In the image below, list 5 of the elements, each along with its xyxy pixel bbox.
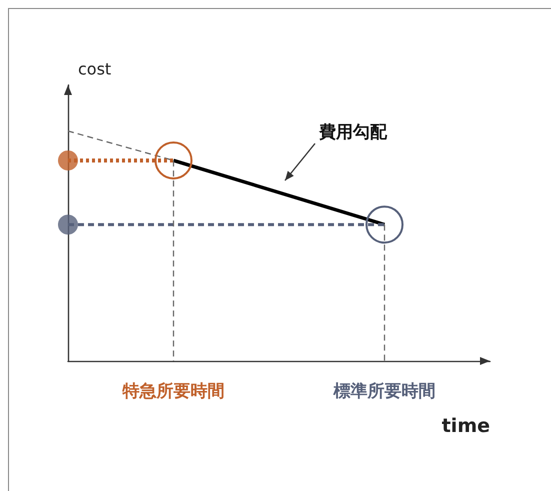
x-axis-title: time — [442, 415, 490, 437]
y-axis-title: cost — [78, 60, 112, 78]
x-tick-label: 特急所要時間 — [122, 382, 224, 402]
annotation: 費用勾配 — [318, 122, 388, 143]
x-tick-label: 標準所要時間 — [332, 382, 436, 402]
